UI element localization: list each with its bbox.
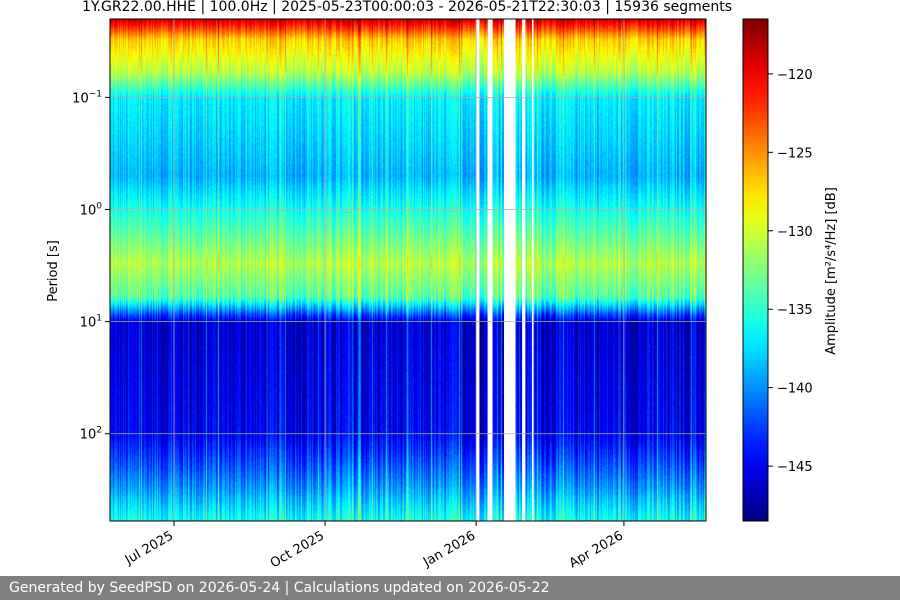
data-gap [522,19,526,521]
y-tick-label: 100 [80,201,103,218]
colorbar-tick-label: −130 [777,225,813,240]
chart-title: 1Y.GR22.00.HHE | 100.0Hz | 2025-05-23T00… [82,0,732,15]
spectrogram-image [110,19,706,521]
colorbar-tick-label: −140 [777,382,813,397]
y-axis-label: Period [s] [46,240,61,302]
colorbar-frame [742,18,769,522]
colorbar-scale [743,19,768,521]
x-tick-label: Jul 2025 [122,528,176,568]
y-tick-label: 101 [80,314,102,331]
y-tick-label: 10−1 [72,89,102,106]
colorbar-label: Amplitude [m²/s⁴/Hz] [dB] [824,187,839,355]
colorbar: −120 −125 −130 −135 −140 −145 [742,18,813,522]
colorbar-tick-label: −135 [777,303,813,318]
data-gap [476,19,480,521]
plot-area [110,19,706,521]
colorbar-tick-label: −125 [777,146,813,161]
data-gap [531,19,534,521]
data-gap [487,19,493,521]
colorbar-tick-label: −120 [777,68,813,83]
colorbar-tick-label: −145 [777,460,813,475]
y-tick-label: 102 [80,426,102,443]
x-tick-label: Oct 2025 [268,528,327,571]
footer-caption: Generated by SeedPSD on 2026-05-24 | Cal… [0,576,900,600]
x-tick-label: Jan 2026 [420,528,478,570]
plot-frame [109,18,707,522]
x-tick-label: Apr 2026 [567,528,626,571]
data-gap [504,19,516,521]
